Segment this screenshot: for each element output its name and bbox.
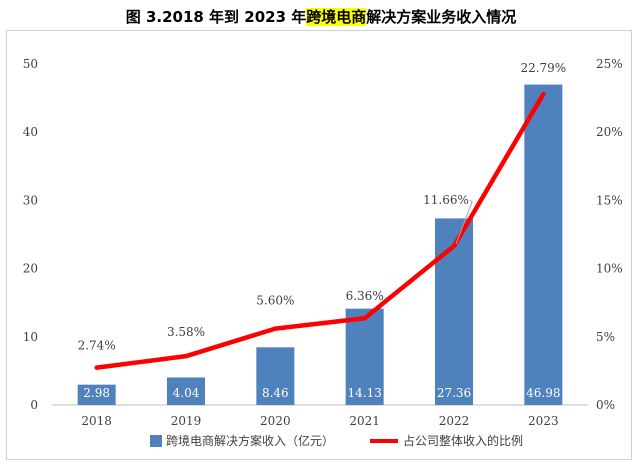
bar-value-label: 27.36 (437, 386, 471, 400)
ratio-value-label: 11.66% (423, 193, 469, 207)
title-prefix: 图 3.2018 年到 2023 年 (125, 8, 307, 26)
chart-title: 图 3.2018 年到 2023 年跨境电商解决方案业务收入情况 (0, 6, 642, 27)
bar (524, 84, 563, 405)
chart-frame (6, 30, 632, 460)
bar-value-label: 14.13 (347, 386, 381, 400)
y-left-tick-label: 40 (23, 125, 38, 139)
y-right-tick-label: 5% (596, 330, 615, 344)
y-right-tick-label: 10% (596, 262, 623, 276)
x-tick-label: 2023 (528, 414, 559, 428)
ratio-value-label: 22.79% (520, 61, 566, 75)
y-right-tick-label: 25% (596, 57, 623, 71)
bar-value-label: 46.98 (526, 386, 560, 400)
x-tick-label: 2018 (81, 414, 112, 428)
y-left-tick-label: 0 (30, 398, 38, 412)
y-left-tick-label: 50 (23, 57, 38, 71)
y-left-tick-label: 20 (23, 262, 38, 276)
ratio-value-label: 6.36% (346, 289, 384, 303)
legend-bar-swatch (150, 435, 162, 447)
bar (435, 218, 473, 405)
x-tick-label: 2021 (349, 414, 380, 428)
title-highlight: 跨境电商 (306, 8, 367, 26)
ratio-value-label: 5.60% (256, 294, 294, 308)
y-right-tick-label: 20% (596, 125, 623, 139)
ratio-value-label: 3.58% (167, 325, 205, 339)
x-tick-label: 2022 (439, 414, 470, 428)
ratio-value-label: 2.74% (78, 339, 116, 353)
bar (77, 384, 116, 405)
y-right-tick-label: 15% (596, 193, 623, 207)
bar-value-label: 2.98 (83, 386, 110, 400)
legend-bar-label: 跨境电商解决方案收入（亿元） (166, 433, 334, 448)
title-suffix: 解决方案业务收入情况 (366, 8, 517, 26)
y-left-tick-label: 30 (23, 193, 38, 207)
ratio-line (94, 91, 546, 370)
bar (167, 377, 205, 405)
y-right-tick-label: 0% (596, 398, 615, 412)
x-tick-label: 2019 (171, 414, 202, 428)
label-leader-line (455, 199, 473, 245)
bar-value-label: 8.46 (262, 386, 289, 400)
legend-line-label: 占公司整体收入的比例 (403, 433, 523, 448)
x-tick-label: 2020 (260, 414, 291, 428)
bar (345, 308, 384, 405)
bar (256, 347, 295, 405)
bar-value-label: 4.04 (173, 386, 200, 400)
y-left-tick-label: 10 (23, 330, 38, 344)
